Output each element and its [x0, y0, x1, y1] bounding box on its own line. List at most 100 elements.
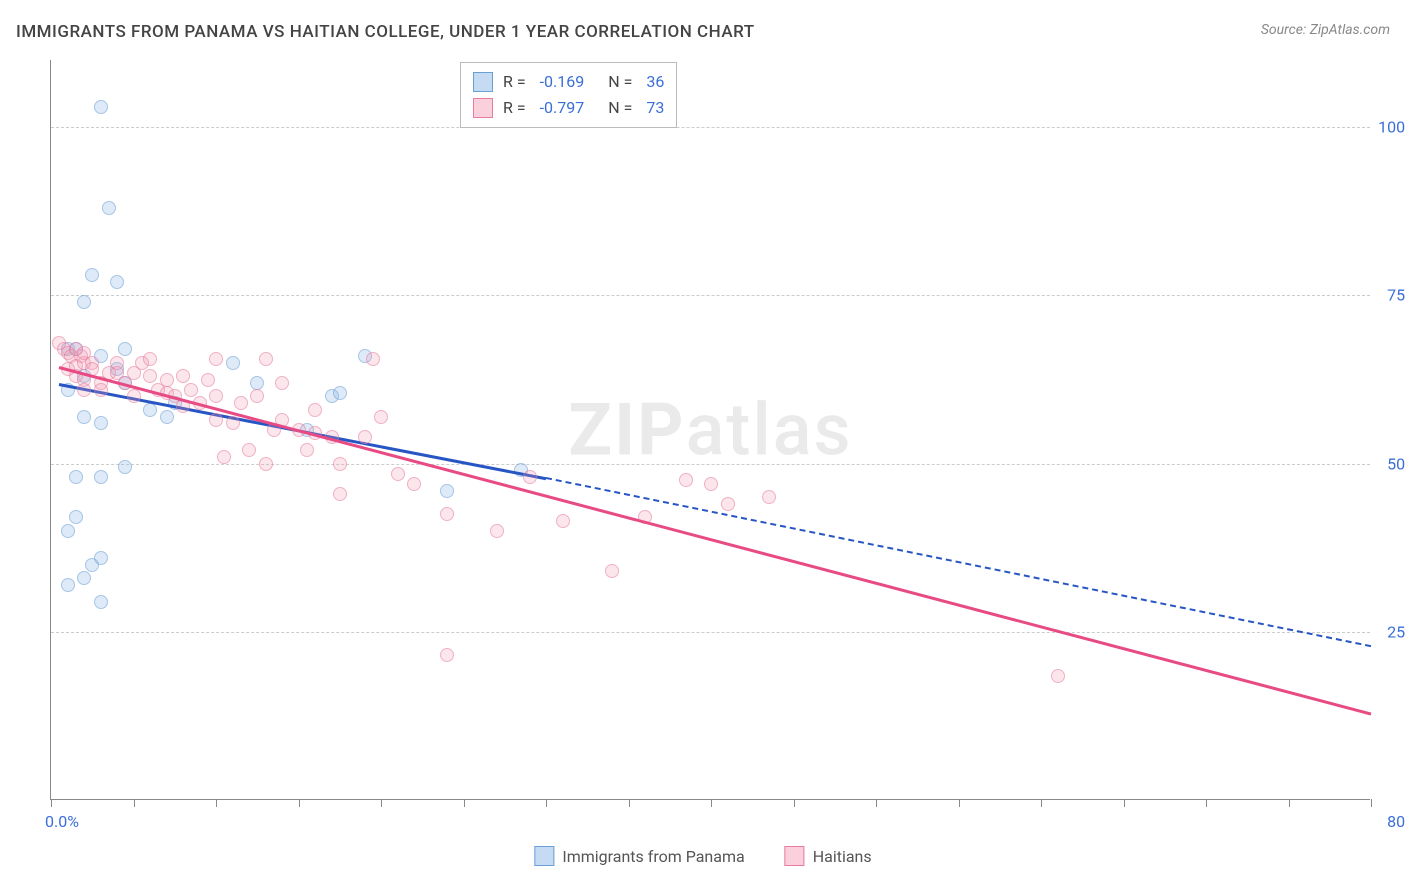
legend-row-panama: R = -0.169 N = 36	[473, 69, 664, 95]
gridline	[51, 464, 1370, 465]
data-point	[77, 410, 91, 424]
data-point	[490, 524, 504, 538]
legend-item-haitians: Haitians	[785, 846, 872, 866]
x-tick	[1289, 799, 1290, 807]
correlation-legend: R = -0.169 N = 36 R = -0.797 N = 73	[460, 62, 677, 128]
trend-line-extrapolated	[546, 477, 1371, 647]
data-point	[127, 389, 141, 403]
data-point	[242, 443, 256, 457]
data-point	[209, 413, 223, 427]
source-label: Source: ZipAtlas.com	[1261, 22, 1390, 38]
data-point	[85, 268, 99, 282]
data-point	[184, 383, 198, 397]
swatch-panama	[473, 72, 493, 92]
data-point	[333, 487, 347, 501]
data-point	[333, 457, 347, 471]
x-tick	[794, 799, 795, 807]
data-point	[762, 490, 776, 504]
data-point	[69, 470, 83, 484]
x-tick	[1041, 799, 1042, 807]
data-point	[605, 564, 619, 578]
data-point	[391, 467, 405, 481]
data-point	[226, 416, 240, 430]
data-point	[704, 477, 718, 491]
x-tick	[1371, 799, 1372, 807]
n-label: N =	[608, 95, 632, 121]
watermark-light: atlas	[686, 387, 853, 472]
data-point	[250, 376, 264, 390]
x-axis-min-label: 0.0%	[45, 812, 79, 831]
data-point	[556, 514, 570, 528]
data-point	[366, 352, 380, 366]
data-point	[275, 376, 289, 390]
data-point	[160, 373, 174, 387]
data-point	[440, 507, 454, 521]
data-point	[143, 403, 157, 417]
r-value-panama: -0.169	[540, 69, 585, 95]
data-point	[523, 470, 537, 484]
data-point	[721, 497, 735, 511]
legend-row-haitians: R = -0.797 N = 73	[473, 95, 664, 121]
data-point	[94, 383, 108, 397]
data-point	[118, 460, 132, 474]
x-tick	[876, 799, 877, 807]
data-point	[94, 100, 108, 114]
data-point	[69, 510, 83, 524]
r-label: R =	[503, 69, 526, 95]
data-point	[77, 295, 91, 309]
legend-item-panama: Immigrants from Panama	[534, 846, 744, 866]
data-point	[176, 369, 190, 383]
n-label: N =	[608, 69, 632, 95]
data-point	[250, 389, 264, 403]
data-point	[440, 484, 454, 498]
data-point	[374, 410, 388, 424]
swatch-icon	[534, 846, 554, 866]
watermark: ZIPatlas	[568, 387, 852, 472]
data-point	[94, 416, 108, 430]
watermark-bold: ZIP	[568, 387, 685, 472]
x-axis-max-label: 80.0%	[1387, 812, 1406, 831]
gridline	[51, 632, 1370, 633]
data-point	[94, 551, 108, 565]
data-point	[308, 403, 322, 417]
data-point	[143, 352, 157, 366]
data-point	[160, 410, 174, 424]
data-point	[407, 477, 421, 491]
series-legend: Immigrants from Panama Haitians	[534, 846, 871, 866]
data-point	[679, 473, 693, 487]
data-point	[61, 578, 75, 592]
data-point	[259, 352, 273, 366]
x-tick	[959, 799, 960, 807]
data-point	[259, 457, 273, 471]
data-point	[94, 470, 108, 484]
data-point	[118, 342, 132, 356]
x-tick	[1206, 799, 1207, 807]
data-point	[61, 524, 75, 538]
data-point	[209, 389, 223, 403]
x-tick	[546, 799, 547, 807]
legend-label: Immigrants from Panama	[562, 847, 744, 866]
data-point	[110, 356, 124, 370]
data-point	[300, 443, 314, 457]
data-point	[209, 352, 223, 366]
data-point	[102, 201, 116, 215]
chart-plot-area: ZIPatlas 0.0% 80.0% 25.0%50.0%75.0%100.0…	[50, 60, 1370, 800]
swatch-haitians	[473, 98, 493, 118]
x-tick	[629, 799, 630, 807]
data-point	[226, 356, 240, 370]
r-value-haitians: -0.797	[540, 95, 585, 121]
chart-title: IMMIGRANTS FROM PANAMA VS HAITIAN COLLEG…	[16, 22, 755, 42]
x-tick	[711, 799, 712, 807]
data-point	[440, 648, 454, 662]
data-point	[358, 430, 372, 444]
data-point	[1051, 669, 1065, 683]
data-point	[217, 450, 231, 464]
trend-line	[59, 366, 1372, 715]
y-tick-label: 25.0%	[1387, 622, 1406, 641]
x-tick	[299, 799, 300, 807]
data-point	[143, 369, 157, 383]
x-tick	[134, 799, 135, 807]
n-value-panama: 36	[646, 69, 664, 95]
data-point	[234, 396, 248, 410]
gridline	[51, 295, 1370, 296]
